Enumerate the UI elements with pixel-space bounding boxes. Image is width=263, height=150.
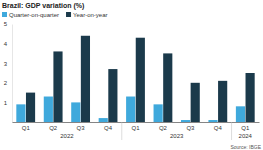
title: Brazil: GDP variation (%) (2, 2, 84, 10)
x-tick: Q4 (104, 122, 113, 131)
y-tick-label: 2 (4, 80, 8, 86)
y-tick-label: 4 (4, 41, 8, 47)
bar (191, 83, 200, 122)
year-separator (121, 122, 122, 140)
x-tick: Q2 (159, 122, 168, 131)
year-label: 2022 (60, 133, 74, 139)
bar (154, 104, 163, 122)
bar (108, 69, 117, 122)
bar (208, 120, 217, 122)
legend-label: Quarter-on-quarter (9, 12, 59, 18)
x-tick: Q4 (214, 122, 223, 131)
x-tick-label: Q3 (77, 125, 86, 131)
y-tick: 1 (4, 100, 12, 106)
source: Source: IBGE (230, 144, 261, 150)
x-tick-label: Q3 (186, 125, 195, 131)
bar (99, 118, 108, 122)
bar (81, 36, 90, 122)
bar (16, 104, 25, 122)
legend-label: Year-on-year (73, 12, 107, 18)
y-tick: 4 (4, 41, 12, 47)
x-tick: Q3 (77, 122, 86, 131)
legend-swatch (2, 12, 7, 17)
x-tick: Q1 (131, 122, 140, 131)
x-axis-line (13, 122, 260, 123)
x-tick-label: Q2 (49, 125, 58, 131)
x-tick: Q2 (49, 122, 58, 131)
bar (163, 53, 172, 122)
y-axis-line (12, 25, 13, 123)
x-axis: Q1 Q2 Q3 Q4 Q1 Q2 Q3 Q4 Q1 (13, 122, 260, 131)
x-tick: Q1 (22, 122, 31, 131)
year-label: 2024 (239, 133, 253, 139)
x-tick-label: Q4 (104, 125, 113, 131)
bar (44, 97, 53, 122)
x-tick-label: Q2 (159, 125, 168, 131)
bar (136, 38, 145, 122)
bar (53, 51, 62, 122)
y-tick-label: 3 (4, 61, 8, 67)
bar (181, 120, 190, 122)
bar (246, 73, 255, 122)
y-tick-label: 5 (4, 21, 8, 27)
y-tick-label: 1 (4, 100, 8, 106)
y-axis: 1 2 3 4 5 (4, 21, 13, 122)
bar (126, 97, 135, 122)
x-tick: Q1 (241, 122, 250, 131)
bar (236, 106, 245, 122)
bar (71, 102, 80, 122)
x-tick: Q3 (186, 122, 195, 131)
legend-swatch (66, 12, 71, 17)
bar (218, 81, 227, 122)
bar (26, 93, 35, 122)
year-separator (231, 122, 232, 140)
y-tick: 2 (4, 80, 12, 86)
x-tick-label: Q1 (241, 125, 250, 131)
chart: Brazil: GDP variation (%) Quarter-on-quar… (0, 0, 263, 150)
plot: 1 2 3 4 5 Q1 Q2 Q3 Q4 Q1 Q2 Q3 Q4 Q1 2022 2023 2024 (4, 21, 260, 140)
x-tick-label: Q1 (131, 125, 140, 131)
y-tick: 3 (4, 61, 12, 67)
year-label: 2023 (170, 133, 184, 139)
x-tick-label: Q1 (22, 125, 31, 131)
bars (16, 36, 254, 122)
x-tick-label: Q4 (214, 125, 223, 131)
y-tick: 5 (4, 21, 12, 27)
